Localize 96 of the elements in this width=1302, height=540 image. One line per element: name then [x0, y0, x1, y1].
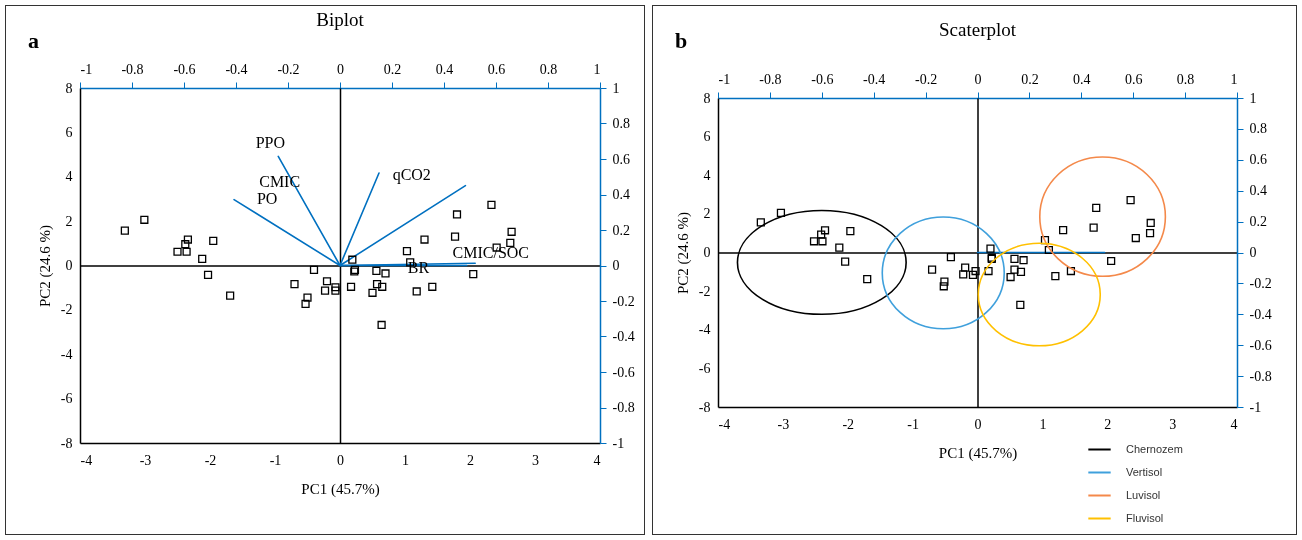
x-tick-label: 0 — [337, 452, 344, 468]
x-tick-label: -1 — [269, 452, 282, 468]
x-axis-title: PC1 (45.7%) — [301, 480, 380, 498]
x-tick-label: 2 — [1104, 416, 1112, 432]
y2-tick-label: -0.4 — [1249, 306, 1272, 322]
y-tick-label: 8 — [65, 80, 73, 96]
y2-tick-label: -0.4 — [612, 329, 635, 344]
x2-tick-label: -0.4 — [225, 61, 248, 77]
y-tick-label: -2 — [698, 283, 711, 299]
y2-tick-label: -1 — [612, 435, 625, 451]
annotation: PO — [256, 189, 278, 208]
y2-tick-label: 1 — [1249, 90, 1257, 106]
y2-tick-label: 0.8 — [1249, 121, 1267, 137]
y-tick-label: -6 — [60, 391, 73, 407]
y2-tick-label: 0.6 — [1249, 152, 1267, 168]
y-tick-label: -4 — [60, 346, 73, 362]
y2-tick-label: -0.2 — [1249, 275, 1272, 291]
x-tick-label: -4 — [718, 416, 731, 432]
x-tick-label: 0 — [974, 416, 982, 432]
x2-tick-label: 1 — [593, 61, 601, 77]
y2-tick-label: -0.8 — [1249, 368, 1272, 384]
y-tick-label: 8 — [703, 90, 711, 106]
y2-tick-label: 0.2 — [612, 222, 630, 238]
annotation: qCO2 — [392, 165, 431, 184]
y-tick-label: 2 — [703, 206, 711, 222]
x-tick-label: -1 — [907, 416, 919, 432]
x2-tick-label: 0 — [974, 71, 982, 87]
x2-tick-label: 0.6 — [1124, 71, 1143, 87]
x2-tick-label: -0.4 — [863, 71, 886, 87]
x-tick-label: -3 — [777, 416, 790, 432]
x-tick-label: 2 — [467, 452, 474, 468]
y2-tick-label: 0.4 — [612, 187, 630, 202]
x2-tick-label: 0.6 — [487, 61, 506, 77]
y-tick-label: -8 — [698, 399, 711, 415]
y2-tick-label: -0.6 — [612, 364, 635, 380]
x-tick-label: -4 — [80, 452, 93, 468]
x2-tick-label: -0.6 — [811, 71, 834, 87]
x-tick-label: -3 — [139, 452, 152, 468]
y2-tick-label: 0.4 — [1249, 183, 1267, 199]
y2-tick-label: -0.6 — [1249, 337, 1272, 353]
x-tick-label: 4 — [1230, 416, 1238, 432]
x-axis-title: PC1 (45.7%) — [938, 444, 1018, 462]
y2-tick-label: 0.8 — [612, 116, 630, 131]
y2-tick-label: 0.6 — [612, 151, 630, 167]
chart-title: Scaterplot — [938, 19, 1017, 40]
y2-tick-label: 0.2 — [1249, 214, 1267, 230]
legend-label: Luvisol — [1126, 488, 1161, 501]
y2-tick-label: -0.2 — [612, 293, 635, 309]
y-tick-label: 6 — [65, 124, 73, 140]
x-tick-label: 1 — [402, 452, 409, 468]
y-tick-label: 4 — [703, 167, 711, 183]
x2-tick-label: -0.8 — [759, 71, 782, 87]
x-tick-label: 1 — [1039, 416, 1047, 432]
annotation: CMIC/SOC — [452, 244, 530, 263]
x2-tick-label: 0 — [337, 61, 344, 77]
y-tick-label: 6 — [703, 129, 711, 145]
y-tick-label: 0 — [703, 245, 711, 260]
x-tick-label: -2 — [842, 416, 855, 432]
y-axis-title: PC2 (24.6 %) — [36, 224, 54, 308]
text: a — [28, 28, 39, 54]
x-tick-label: 3 — [532, 452, 539, 468]
y2-tick-label: -1 — [1249, 399, 1262, 415]
x2-tick-label: 0.4 — [435, 61, 454, 77]
y2-tick-label: -0.8 — [612, 400, 635, 415]
y2-tick-label: 1 — [612, 80, 620, 96]
legend-label: Chernozem — [1126, 442, 1183, 455]
annotation: PPO — [255, 133, 285, 152]
legend-label: Vertisol — [1126, 465, 1163, 478]
x-tick-label: 4 — [593, 452, 601, 468]
y-tick-label: 4 — [65, 169, 73, 185]
x-tick-label: -2 — [204, 452, 217, 468]
x2-tick-label: -0.2 — [915, 71, 938, 87]
x-tick-label: 3 — [1169, 416, 1177, 432]
legend-label: Fluvisol — [1126, 511, 1164, 524]
chart-title: Biplot — [316, 9, 365, 30]
x2-tick-label: -1 — [718, 71, 731, 87]
x2-tick-label: -1 — [80, 61, 93, 77]
x2-tick-label: 0.2 — [383, 61, 402, 77]
y-tick-label: -8 — [60, 435, 73, 451]
x2-tick-label: -0.2 — [277, 61, 300, 77]
x2-tick-label: -0.6 — [173, 61, 196, 77]
y-tick-label: 2 — [65, 213, 73, 229]
x2-tick-label: 0.2 — [1021, 71, 1039, 87]
x2-tick-label: 0.8 — [1176, 71, 1195, 87]
y-tick-label: -4 — [698, 322, 711, 338]
y-tick-label: -2 — [60, 302, 73, 318]
x2-tick-label: 1 — [1230, 71, 1238, 87]
x2-tick-label: 0.4 — [1073, 71, 1091, 87]
y-tick-label: 0 — [65, 258, 73, 273]
x2-tick-label: -0.8 — [121, 61, 144, 77]
y2-tick-label: 0 — [1249, 245, 1257, 260]
y2-tick-label: 0 — [612, 258, 620, 273]
y-tick-label: -6 — [698, 360, 711, 376]
x2-tick-label: 0.8 — [539, 61, 558, 77]
y-axis-title: PC2 (24.6 %) — [674, 211, 692, 295]
text: b — [675, 28, 688, 54]
